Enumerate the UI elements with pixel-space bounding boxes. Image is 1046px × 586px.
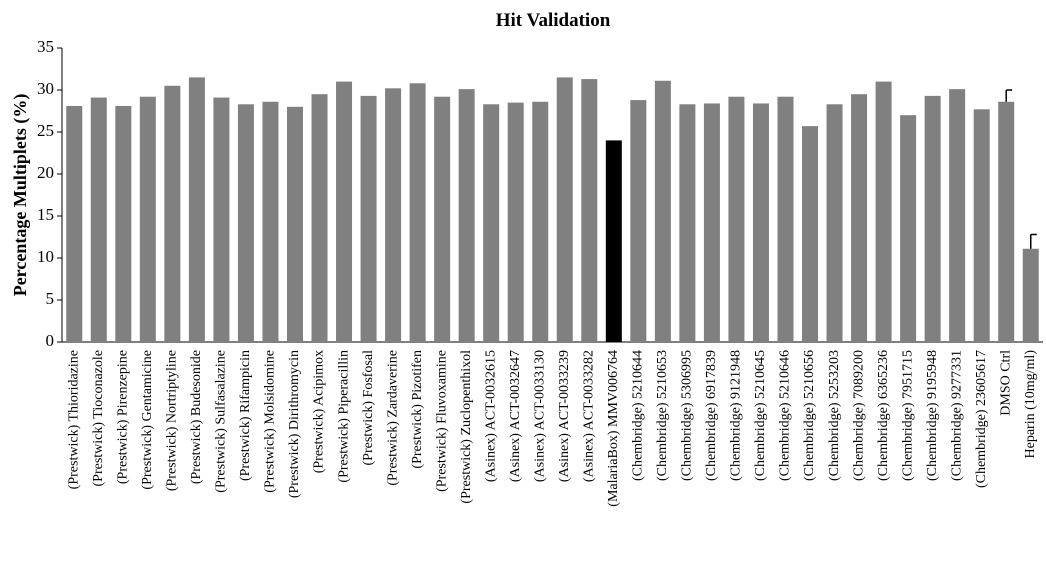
bar (237, 104, 254, 342)
x-tick-label: (Chembridge) 7089200 (851, 350, 866, 481)
x-tick-label: (Chembridge) 5210656 (802, 350, 817, 481)
bar (777, 96, 794, 342)
bar (752, 103, 769, 342)
y-tick-label: 0 (46, 331, 55, 350)
bar (826, 104, 843, 342)
x-tick-label: (Prestwick) Tioconazole (91, 350, 106, 486)
bar (1022, 248, 1039, 342)
x-tick-label: (Asinex) ACT-0033130 (532, 350, 547, 482)
bar (434, 96, 451, 342)
y-tick-label: 10 (37, 247, 54, 266)
x-tick-label: (Asinex) ACT-0032615 (483, 350, 498, 482)
x-tick-label: (Chembridge) 9121948 (729, 350, 744, 481)
bar (581, 79, 598, 342)
x-tick-label: (Prestwick) Sulfasalazine (214, 350, 229, 493)
bar (409, 83, 426, 342)
x-tick-label: (Chembridge) 5306995 (680, 350, 695, 481)
y-tick-label: 5 (46, 289, 55, 308)
bar (605, 140, 622, 342)
y-tick-label: 30 (37, 79, 54, 98)
bar (851, 94, 868, 342)
x-tick-label: (Chembridge) 5210646 (778, 350, 793, 481)
error-bar (1029, 233, 1037, 249)
bar (630, 100, 647, 342)
bar (802, 126, 819, 343)
x-tick-label: (Chembridge) 6365236 (876, 350, 891, 481)
bar (385, 88, 402, 342)
x-tick-label: (Prestwick) Fluvoxamine (434, 350, 449, 492)
bar (679, 104, 696, 342)
x-tick-label: (Chembridge) 5210645 (753, 350, 768, 481)
x-tick-label: (Prestwick) Zuclopenthixol (459, 350, 474, 504)
bar (336, 81, 353, 342)
bar (998, 101, 1015, 342)
error-bar (1005, 89, 1013, 102)
bar (532, 101, 549, 342)
x-tick-label: (Chembridge) 5210653 (655, 350, 670, 481)
y-tick-label: 35 (37, 37, 54, 56)
x-tick-label: (Chembridge) 5253203 (827, 350, 842, 481)
bar (703, 103, 720, 342)
bar (458, 89, 475, 342)
x-tick-label: (Chembridge) 23605617 (974, 350, 989, 488)
bar (875, 81, 892, 342)
bar (483, 104, 500, 342)
x-tick-label: (Prestwick) Zardaverine (385, 350, 400, 486)
x-tick-label: DMSO Ctrl (998, 350, 1013, 416)
bar (924, 95, 941, 342)
x-tick-label: (Prestwick) Pizotifen (410, 350, 425, 469)
x-tick-label: (Prestwick) Nortriptyline (165, 350, 180, 491)
x-tick-label: (Prestwick) Fosfosal (361, 350, 376, 466)
bar (286, 106, 303, 342)
x-tick-label: (Asinex) ACT-0033239 (557, 350, 572, 482)
bar (139, 96, 156, 342)
x-tick-label: (Chembridge) 9195948 (925, 350, 940, 481)
y-tick-label: 25 (37, 121, 54, 140)
x-tick-label: (Chembridge) 9277331 (949, 350, 964, 481)
x-tick-label: (Asinex) ACT-0032647 (508, 350, 523, 482)
bar (90, 97, 107, 342)
y-tick-label: 15 (37, 205, 54, 224)
bar (164, 85, 181, 343)
x-tick-label: (Asinex) ACT-0033282 (582, 350, 597, 482)
bar (556, 77, 573, 343)
x-tick-label: (Prestwick) Budesonide (189, 350, 204, 484)
x-tick-label: (Chembridge) 7951715 (900, 350, 915, 481)
bar (949, 89, 966, 342)
x-tick-label: (Prestwick) Thioridazine (66, 350, 81, 489)
bar (213, 97, 230, 342)
x-tick-label: Heparin (10mg/ml) (1023, 350, 1038, 459)
bar (900, 115, 917, 342)
bar (973, 109, 990, 342)
bar (262, 101, 279, 342)
bar (654, 80, 671, 342)
bar (728, 96, 745, 342)
bar (66, 105, 83, 343)
bar (507, 102, 524, 342)
x-tick-label: (Prestwick) Dirithromycin (287, 350, 302, 498)
x-tick-label: (Prestwick) Pirenzepine (116, 350, 131, 484)
x-tick-label: (MalariaBox) MMV006764 (606, 350, 621, 507)
x-tick-label: (Prestwick) Rifampicin (238, 350, 253, 481)
bar (188, 77, 205, 343)
x-tick-label: (Prestwick) Gentamicine (140, 350, 155, 490)
x-tick-label: (Chembridge) 5210644 (631, 350, 646, 481)
x-tick-label: (Prestwick) Molsidomine (263, 350, 278, 493)
x-tick-label: (Prestwick) Piperacillin (336, 350, 351, 483)
bar (311, 94, 328, 342)
bar (115, 105, 132, 343)
chart-title: Hit Validation (496, 10, 611, 31)
y-axis-label: Percentage Multiplets (%) (10, 94, 31, 297)
x-tick-label: (Chembridge) 6917839 (704, 350, 719, 481)
x-tick-label: (Prestwick) Acipimox (312, 350, 327, 473)
bar (360, 95, 377, 342)
y-tick-label: 20 (37, 163, 54, 182)
